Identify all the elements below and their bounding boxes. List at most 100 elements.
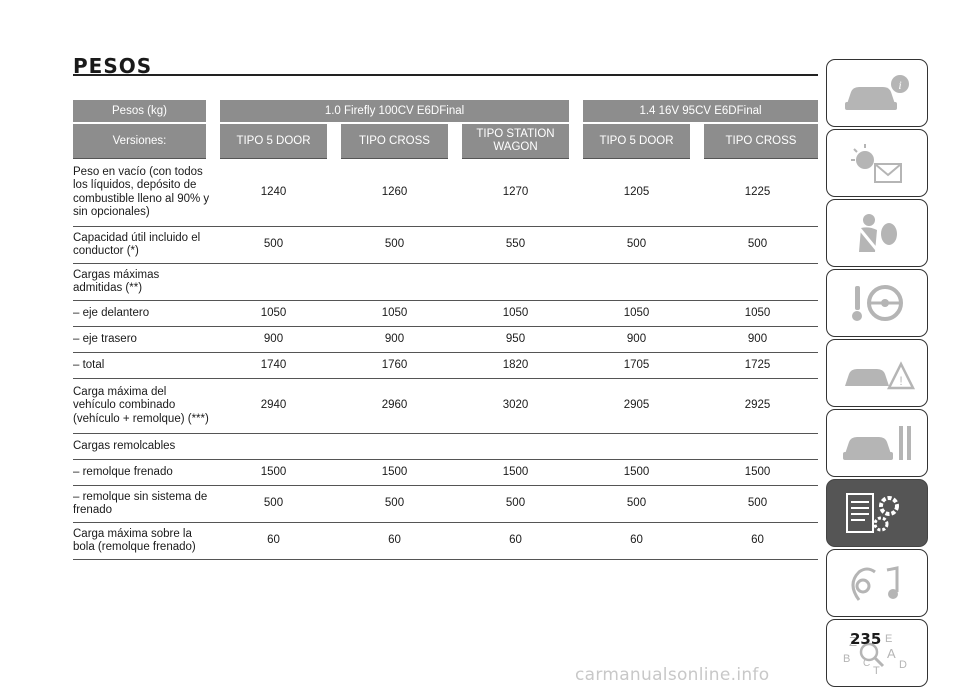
- table-row: Carga máxima sobre la bola (remolque fre…: [73, 522, 818, 560]
- tab-safety[interactable]: [826, 199, 928, 267]
- table-cell: 1500: [455, 459, 576, 486]
- tab-multimedia[interactable]: [826, 549, 928, 617]
- warning-lights-envelope-icon: [851, 144, 902, 183]
- table-cell: 1500: [334, 459, 455, 486]
- table-row: – eje trasero 900 900 950 900 900: [73, 326, 818, 353]
- row-label: – eje delantero: [73, 300, 213, 327]
- header-engine-2: 1.4 16V 95CV E6DFinal: [569, 100, 818, 123]
- table-cell: 1050: [576, 300, 697, 327]
- table-cell: [455, 263, 576, 301]
- row-label: – total: [73, 352, 213, 379]
- header-row-versions: Versiones: TIPO 5 DOOR TIPO CROSS TIPO S…: [73, 122, 818, 159]
- multimedia-icon: [851, 566, 899, 601]
- table-cell: 500: [455, 485, 576, 523]
- index-letter: C: [863, 658, 870, 669]
- table-cell: [697, 433, 818, 460]
- header-engine-1: 1.0 Firefly 100CV E6DFinal: [206, 100, 576, 123]
- table-cell: 500: [213, 226, 334, 264]
- table-cell: 2940: [213, 378, 334, 434]
- tab-technical-data[interactable]: [826, 479, 928, 547]
- header-version: TIPO STATION WAGON: [448, 122, 576, 159]
- table-cell: 60: [334, 522, 455, 560]
- table-cell: 500: [697, 485, 818, 523]
- tab-emergency[interactable]: !: [826, 339, 928, 407]
- table-cell: 500: [334, 226, 455, 264]
- table-cell: [576, 433, 697, 460]
- car-maintenance-icon: [843, 426, 911, 460]
- table-cell: 1205: [576, 158, 697, 227]
- row-label: Cargas remolcables: [73, 433, 213, 460]
- table-cell: 1500: [213, 459, 334, 486]
- table-cell: 500: [576, 226, 697, 264]
- table-cell: 2925: [697, 378, 818, 434]
- table-cell: [213, 263, 334, 301]
- table-cell: [334, 263, 455, 301]
- table-cell: 60: [455, 522, 576, 560]
- tab-maintenance[interactable]: [826, 409, 928, 477]
- row-label: – eje trasero: [73, 326, 213, 353]
- table-cell: 1740: [213, 352, 334, 379]
- table-cell: 1050: [334, 300, 455, 327]
- table-cell: 60: [213, 522, 334, 560]
- svg-text:i: i: [898, 78, 901, 92]
- table-cell: 500: [576, 485, 697, 523]
- table-row: Carga máxima del vehículo combinado (veh…: [73, 378, 818, 434]
- header-version: TIPO CROSS: [327, 122, 455, 159]
- table-row: Peso en vacío (con todos los líquidos, d…: [73, 158, 818, 227]
- table-cell: 1050: [697, 300, 818, 327]
- table-row: Cargas máximas admitidas (**): [73, 263, 818, 301]
- row-label: Peso en vacío (con todos los líquidos, d…: [73, 158, 213, 227]
- table-row: – eje delantero 1050 1050 1050 1050 1050: [73, 300, 818, 327]
- table-cell: [334, 433, 455, 460]
- index-letter: T: [873, 665, 880, 677]
- table-cell: 2960: [334, 378, 455, 434]
- row-label: Cargas máximas admitidas (**): [73, 263, 213, 301]
- index-letter: A: [887, 646, 896, 661]
- technical-data-gears-icon: [846, 493, 899, 533]
- table-row: – total 1740 1760 1820 1705 1725: [73, 352, 818, 379]
- header-weights-kg: Pesos (kg): [73, 100, 213, 123]
- header-versions: Versiones:: [73, 122, 213, 159]
- table-cell: 1050: [213, 300, 334, 327]
- tab-index[interactable]: Z E A B C D T: [826, 619, 928, 687]
- tab-starting-driving[interactable]: [826, 269, 928, 337]
- table-row: Cargas remolcables: [73, 433, 818, 460]
- table-cell: 1760: [334, 352, 455, 379]
- index-letter: Z: [849, 634, 857, 649]
- row-label: Carga máxima sobre la bola (remolque fre…: [73, 522, 213, 560]
- page-number: 235: [850, 630, 882, 648]
- table-cell: 900: [334, 326, 455, 353]
- table-cell: 1705: [576, 352, 697, 379]
- table-cell: 60: [697, 522, 818, 560]
- row-label: Capacidad útil incluido el conductor (*): [73, 226, 213, 264]
- svg-text:!: !: [899, 374, 902, 388]
- table-cell: 1050: [455, 300, 576, 327]
- table-cell: 1820: [455, 352, 576, 379]
- row-label: – remolque sin sistema de frenado: [73, 485, 213, 523]
- table-cell: 500: [213, 485, 334, 523]
- header-version: TIPO CROSS: [690, 122, 818, 159]
- table-row: – remolque frenado 1500 1500 1500 1500 1…: [73, 459, 818, 486]
- index-letter: B: [843, 653, 850, 665]
- table-cell: 1270: [455, 158, 576, 227]
- table-cell: 3020: [455, 378, 576, 434]
- table-cell: 1500: [576, 459, 697, 486]
- watermark-text: carmanualsonline.info: [575, 665, 770, 685]
- index-letter: D: [899, 659, 907, 671]
- car-info-icon: i: [845, 75, 909, 110]
- title-divider: [73, 74, 818, 76]
- table-cell: 950: [455, 326, 576, 353]
- table-cell: 900: [576, 326, 697, 353]
- table-cell: [697, 263, 818, 301]
- table-cell: 60: [576, 522, 697, 560]
- table-cell: 1725: [697, 352, 818, 379]
- index-letter: E: [885, 633, 892, 645]
- table-cell: 550: [455, 226, 576, 264]
- table-cell: 1225: [697, 158, 818, 227]
- header-version: TIPO 5 DOOR: [206, 122, 334, 159]
- tab-vehicle-knowledge[interactable]: i: [826, 59, 928, 127]
- table-cell: 900: [213, 326, 334, 353]
- steering-wheel-key-icon: [852, 285, 903, 321]
- row-label: – remolque frenado: [73, 459, 213, 486]
- tab-dashboard-warnings[interactable]: [826, 129, 928, 197]
